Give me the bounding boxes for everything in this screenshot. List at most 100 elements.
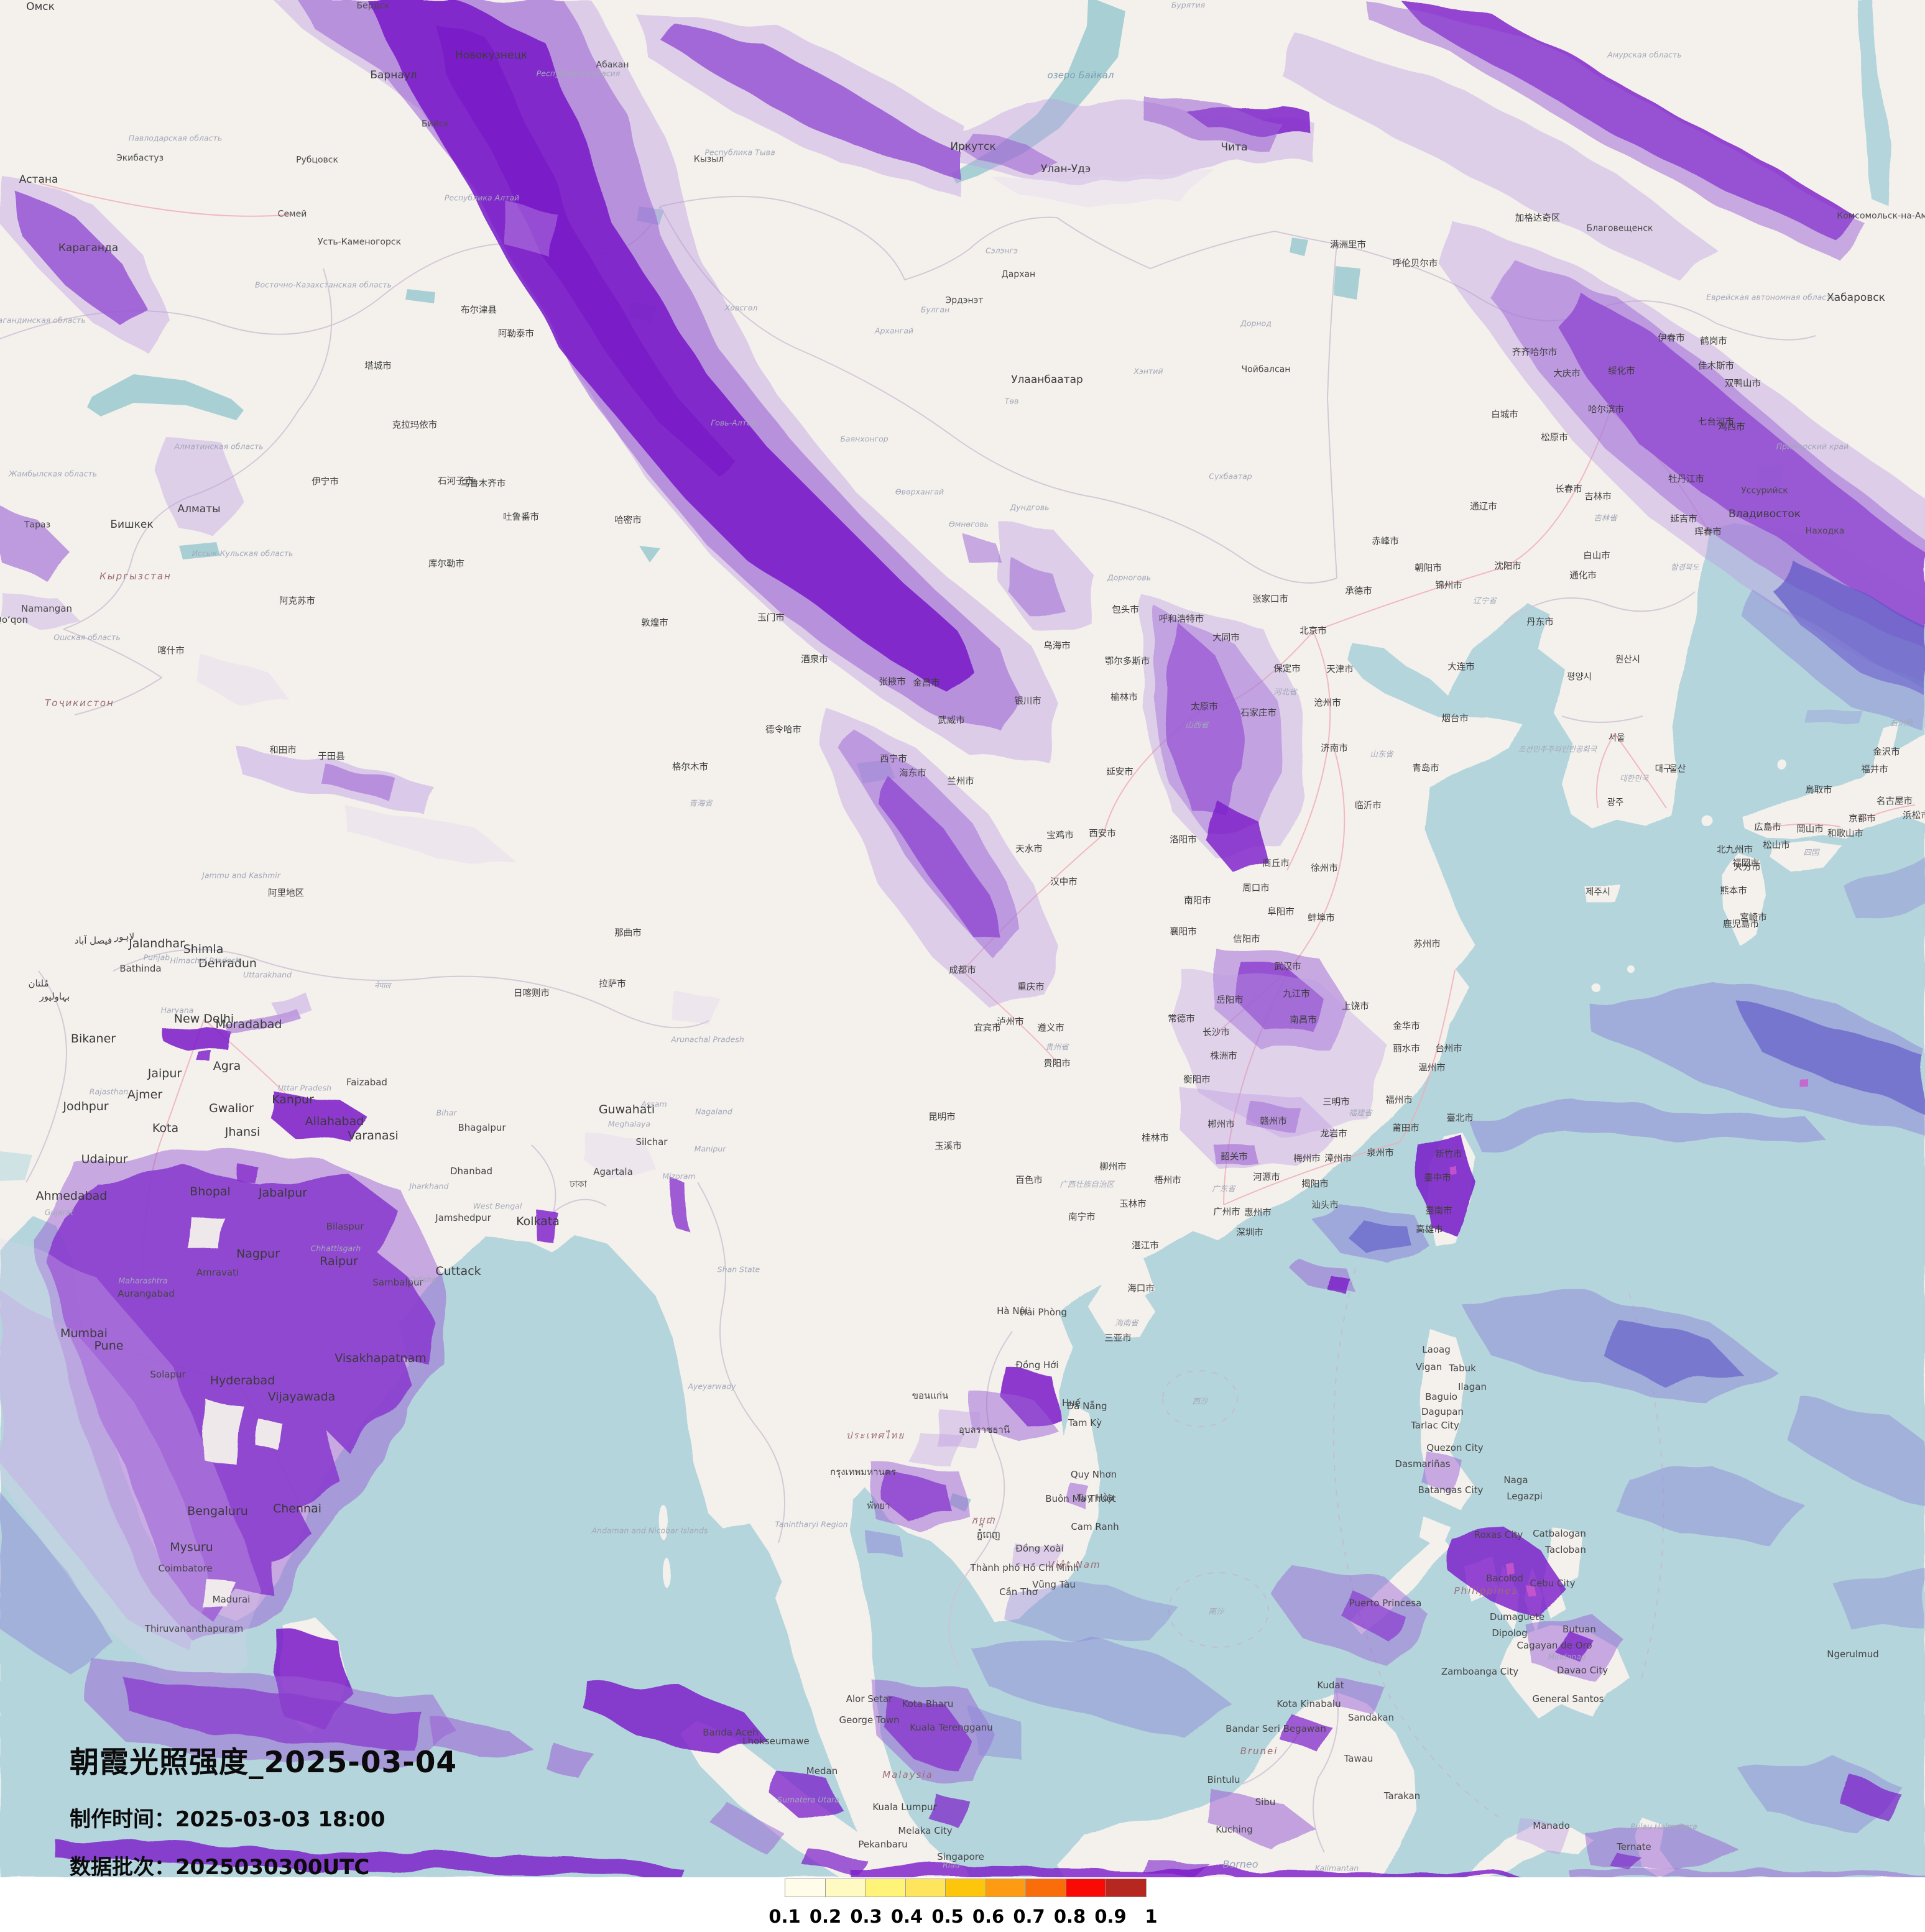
legend-tick-label: 0.4 (890, 1906, 923, 1927)
data-batch-value: 2025030300UTC (175, 1855, 370, 1880)
legend-swatch (905, 1879, 946, 1897)
legend-swatch (945, 1879, 986, 1897)
legend-swatch (985, 1879, 1026, 1897)
base-map (0, 0, 1925, 1877)
cloud-region (1771, 558, 1925, 696)
cloud-region (1281, 37, 1716, 280)
legend-bar: 0.1 0.2 0.3 0.4 0.5 0.6 0.7 0.8 0.9 1 (0, 1877, 1925, 1932)
island-shikoku (1771, 840, 1842, 870)
cloud-region (1344, 1215, 1413, 1254)
cloud-region (1839, 1777, 1903, 1816)
legend-swatch (1065, 1879, 1106, 1897)
cloud-region (256, 1419, 281, 1450)
cloud-region (672, 993, 721, 1026)
cloud-region (0, 174, 167, 354)
cloud-region (204, 1399, 241, 1466)
island-sulawesi (1467, 1824, 1595, 1877)
cloud-region (238, 1167, 261, 1184)
cloud-region (266, 993, 312, 1015)
sea-bohai (1348, 643, 1449, 716)
cloud-region (1145, 99, 1282, 150)
island-ryukyu-1 (1592, 984, 1601, 993)
island-borneo (1057, 1692, 1416, 1877)
sea-pacific-southchina (851, 523, 1925, 1877)
cloud-region (1609, 1851, 1641, 1871)
cloud-region (583, 1683, 766, 1750)
production-time-line: 制作时间：2025-03-03 18:00 (70, 1802, 457, 1833)
cloud-region (203, 1579, 236, 1611)
cloud-region (535, 1208, 556, 1243)
cloud-region (509, 204, 560, 261)
legend-swatch (785, 1879, 826, 1897)
legend-tick-label: 1 (1145, 1906, 1158, 1927)
cloud-region (1247, 1100, 1299, 1131)
cloud-region (0, 507, 70, 579)
cloud-region (870, 1678, 995, 1784)
cloud-region (1526, 1586, 1535, 1594)
map-title-block: 朝霞光照强度_2025-03-04 制作时间：2025-03-03 18:00 … (70, 1738, 457, 1880)
cloud-region (801, 1847, 864, 1871)
lake-hulun (1334, 266, 1360, 300)
cloud-region (1741, 1006, 1925, 1113)
cloud-region (435, 25, 734, 472)
island-honshu (1741, 721, 1925, 840)
map-title: 朝霞光照强度_2025-03-04 (70, 1746, 458, 1780)
data-batch-line: 数据批次：2025030300UTC (70, 1850, 457, 1880)
legend-swatch (824, 1879, 866, 1897)
legend-tick-label: 0.7 (1013, 1906, 1045, 1927)
cloud-region (1212, 1144, 1262, 1167)
island-andaman (660, 1506, 668, 1540)
cloud-region (198, 1052, 213, 1063)
island-tsushima (1701, 815, 1712, 826)
legend-tick-label: 0.5 (931, 1906, 964, 1927)
cloud-region (1567, 1869, 1925, 1877)
sea-tatar-strait (1858, 0, 1890, 205)
legend-tick-label: 0.9 (1094, 1906, 1127, 1927)
legend-tick-label: 0.1 (769, 1906, 801, 1927)
cloud-region (1508, 1566, 1517, 1576)
cloud-region (1139, 1856, 1214, 1877)
cloud-region (347, 807, 517, 863)
cloud-region (322, 766, 398, 801)
lake-buir (1290, 237, 1308, 256)
cloud-region (1205, 801, 1270, 872)
cloud-region (1516, 1820, 1567, 1849)
cloud-region (55, 1839, 683, 1877)
legend-swatch (1106, 1879, 1147, 1897)
legend-tick-label: 0.8 (1053, 1906, 1086, 1927)
cloud-region (1418, 1447, 1461, 1492)
cloud-region (962, 533, 1006, 567)
island-kyushu (1722, 853, 1766, 944)
island-ryukyu-2 (1625, 964, 1633, 971)
lake-baikal (951, 0, 1125, 183)
cloud-region (1553, 1627, 1593, 1661)
cloud-region (185, 1213, 224, 1249)
cloud-region (269, 1096, 368, 1141)
cloud-region (1740, 1758, 1904, 1828)
legend-swatch (1025, 1879, 1066, 1897)
cloud-region (583, 1136, 660, 1178)
island-oki (1778, 761, 1788, 771)
cloud-region (992, 169, 1214, 206)
cloud-region (969, 1634, 1231, 1734)
cloud-region (1001, 1585, 1181, 1641)
cloud-region (634, 12, 962, 199)
production-time-value: 2025-03-03 18:00 (175, 1807, 385, 1832)
cloud-region (1280, 1714, 1332, 1753)
cloud-region (1010, 559, 1063, 619)
cloud-region (434, 1721, 536, 1760)
cloud-region (87, 1660, 460, 1765)
cloud-region (1365, 0, 1865, 261)
cloud-region (970, 1708, 1026, 1764)
cloud-region (157, 434, 239, 536)
map-area: Омск Астана Караганда Экибастуз Семей Рубцовс… (0, 0, 1925, 1880)
cloud-region (770, 1770, 841, 1815)
lake-rann (0, 1151, 32, 1181)
cloud-region (1211, 1789, 1319, 1852)
cloud-region (1413, 1136, 1475, 1236)
island-nicobar (663, 1558, 670, 1588)
cloud-region (1467, 1099, 1825, 1151)
cloud-region (0, 591, 81, 628)
cloud-region (0, 1492, 113, 1680)
cloud-region (1801, 1080, 1809, 1088)
